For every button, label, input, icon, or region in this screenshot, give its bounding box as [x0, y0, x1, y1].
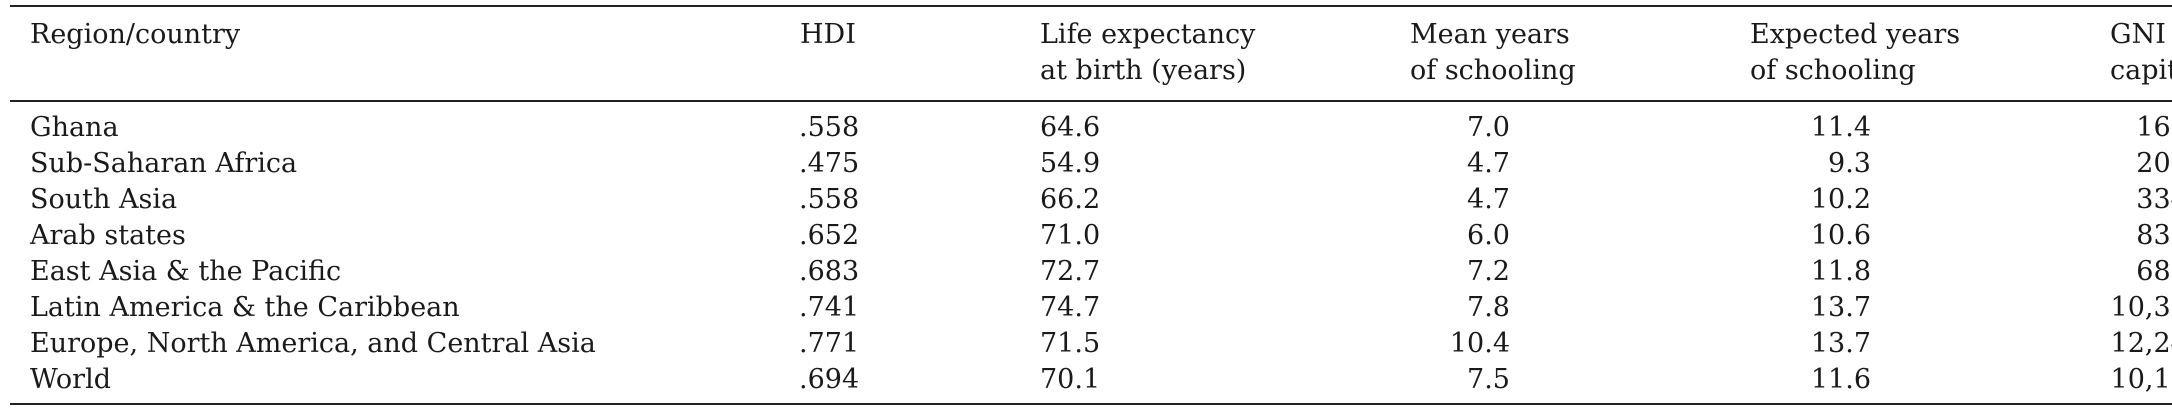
header-hdi-label: HDI	[800, 19, 856, 50]
cell-gni: 3343	[2136, 184, 2172, 215]
cell-hdi: .475	[799, 148, 860, 179]
cell-life: 54.9	[1040, 148, 1101, 179]
header-region: Region/country	[10, 6, 750, 101]
table-row: Europe, North America, and Central Asia …	[10, 326, 2172, 362]
header-eys-line1: Expected years	[1750, 19, 1961, 50]
cell-eys: 9.3	[1828, 148, 1871, 179]
cell-life: 70.1	[1040, 364, 1101, 395]
cell-hdi: .771	[799, 328, 860, 359]
cell-mys: 4.7	[1467, 148, 1510, 179]
cell-mys: 7.8	[1467, 292, 1510, 323]
cell-gni: 1684	[2136, 112, 2172, 143]
cell-region: Europe, North America, and Central Asia	[30, 328, 596, 359]
cell-gni: 10,184	[2110, 364, 2172, 395]
cell-gni: 8317	[2136, 220, 2172, 251]
cell-life: 71.0	[1040, 220, 1101, 251]
table-header: Region/country HDI Life expectancy at bi…	[10, 6, 2172, 101]
header-region-label: Region/country	[30, 19, 241, 50]
cell-eys: 10.2	[1810, 184, 1871, 215]
cell-hdi: .558	[799, 184, 860, 215]
cell-gni: 2010	[2136, 148, 2172, 179]
cell-hdi: .741	[799, 292, 860, 323]
table-row: Latin America & the Caribbean .741 74.7 …	[10, 290, 2172, 326]
cell-eys: 13.7	[1810, 292, 1871, 323]
header-hdi: HDI	[750, 6, 1040, 101]
cell-life: 71.5	[1040, 328, 1101, 359]
cell-mys: 10.4	[1449, 328, 1510, 359]
cell-eys: 11.6	[1810, 364, 1871, 395]
header-mys-line1: Mean years	[1410, 19, 1570, 50]
header-gni-per-capita: GNI per capita	[2110, 6, 2172, 101]
cell-region: Latin America & the Caribbean	[30, 292, 460, 323]
cell-eys: 13.7	[1810, 328, 1871, 359]
header-eys-line2: of schooling	[1750, 55, 1916, 86]
cell-region: Ghana	[30, 112, 119, 143]
cell-life: 64.6	[1040, 112, 1101, 143]
cell-mys: 4.7	[1467, 184, 1510, 215]
cell-hdi: .652	[799, 220, 860, 251]
header-row: Region/country HDI Life expectancy at bi…	[10, 6, 2172, 101]
cell-life: 72.7	[1040, 256, 1101, 287]
table-row: World .694 70.1 7.5 11.6 10,184	[10, 362, 2172, 404]
cell-mys: 6.0	[1467, 220, 1510, 251]
cell-mys: 7.5	[1467, 364, 1510, 395]
cell-eys: 11.8	[1810, 256, 1871, 287]
cell-hdi: .558	[799, 112, 860, 143]
table-row: Ghana .558 64.6 7.0 11.4 1684	[10, 101, 2172, 146]
header-life-line1: Life expectancy	[1040, 19, 1256, 50]
table-row: Arab states .652 71.0 6.0 10.6 8317	[10, 218, 2172, 254]
header-life-line2: at birth (years)	[1040, 55, 1247, 86]
hdi-table: Region/country HDI Life expectancy at bi…	[10, 5, 2172, 405]
cell-gni: 12,243	[2110, 328, 2172, 359]
table-row: Sub-Saharan Africa .475 54.9 4.7 9.3 201…	[10, 146, 2172, 182]
header-gni-line1: GNI per	[2110, 19, 2172, 50]
table-row: East Asia & the Pacific .683 72.7 7.2 11…	[10, 254, 2172, 290]
cell-region: Arab states	[30, 220, 186, 251]
table-body: Ghana .558 64.6 7.0 11.4 1684 Sub-Sahara…	[10, 101, 2172, 404]
header-life-expectancy: Life expectancy at birth (years)	[1040, 6, 1410, 101]
cell-mys: 7.0	[1467, 112, 1510, 143]
cell-region: East Asia & the Pacific	[30, 256, 342, 287]
cell-region: World	[30, 364, 111, 395]
header-mys-line2: of schooling	[1410, 55, 1576, 86]
cell-gni: 10,300	[2110, 292, 2172, 323]
header-expected-years-schooling: Expected years of schooling	[1750, 6, 2110, 101]
cell-gni: 6874	[2136, 256, 2172, 287]
cell-region: South Asia	[30, 184, 178, 215]
cell-region: Sub-Saharan Africa	[30, 148, 298, 179]
cell-life: 74.7	[1040, 292, 1101, 323]
cell-mys: 7.2	[1467, 256, 1510, 287]
header-gni-line2: capita	[2110, 55, 2172, 86]
cell-eys: 10.6	[1810, 220, 1871, 251]
header-mean-years-schooling: Mean years of schooling	[1410, 6, 1750, 101]
cell-hdi: .683	[799, 256, 860, 287]
cell-life: 66.2	[1040, 184, 1101, 215]
cell-hdi: .694	[799, 364, 860, 395]
table-row: South Asia .558 66.2 4.7 10.2 3343	[10, 182, 2172, 218]
cell-eys: 11.4	[1810, 112, 1871, 143]
